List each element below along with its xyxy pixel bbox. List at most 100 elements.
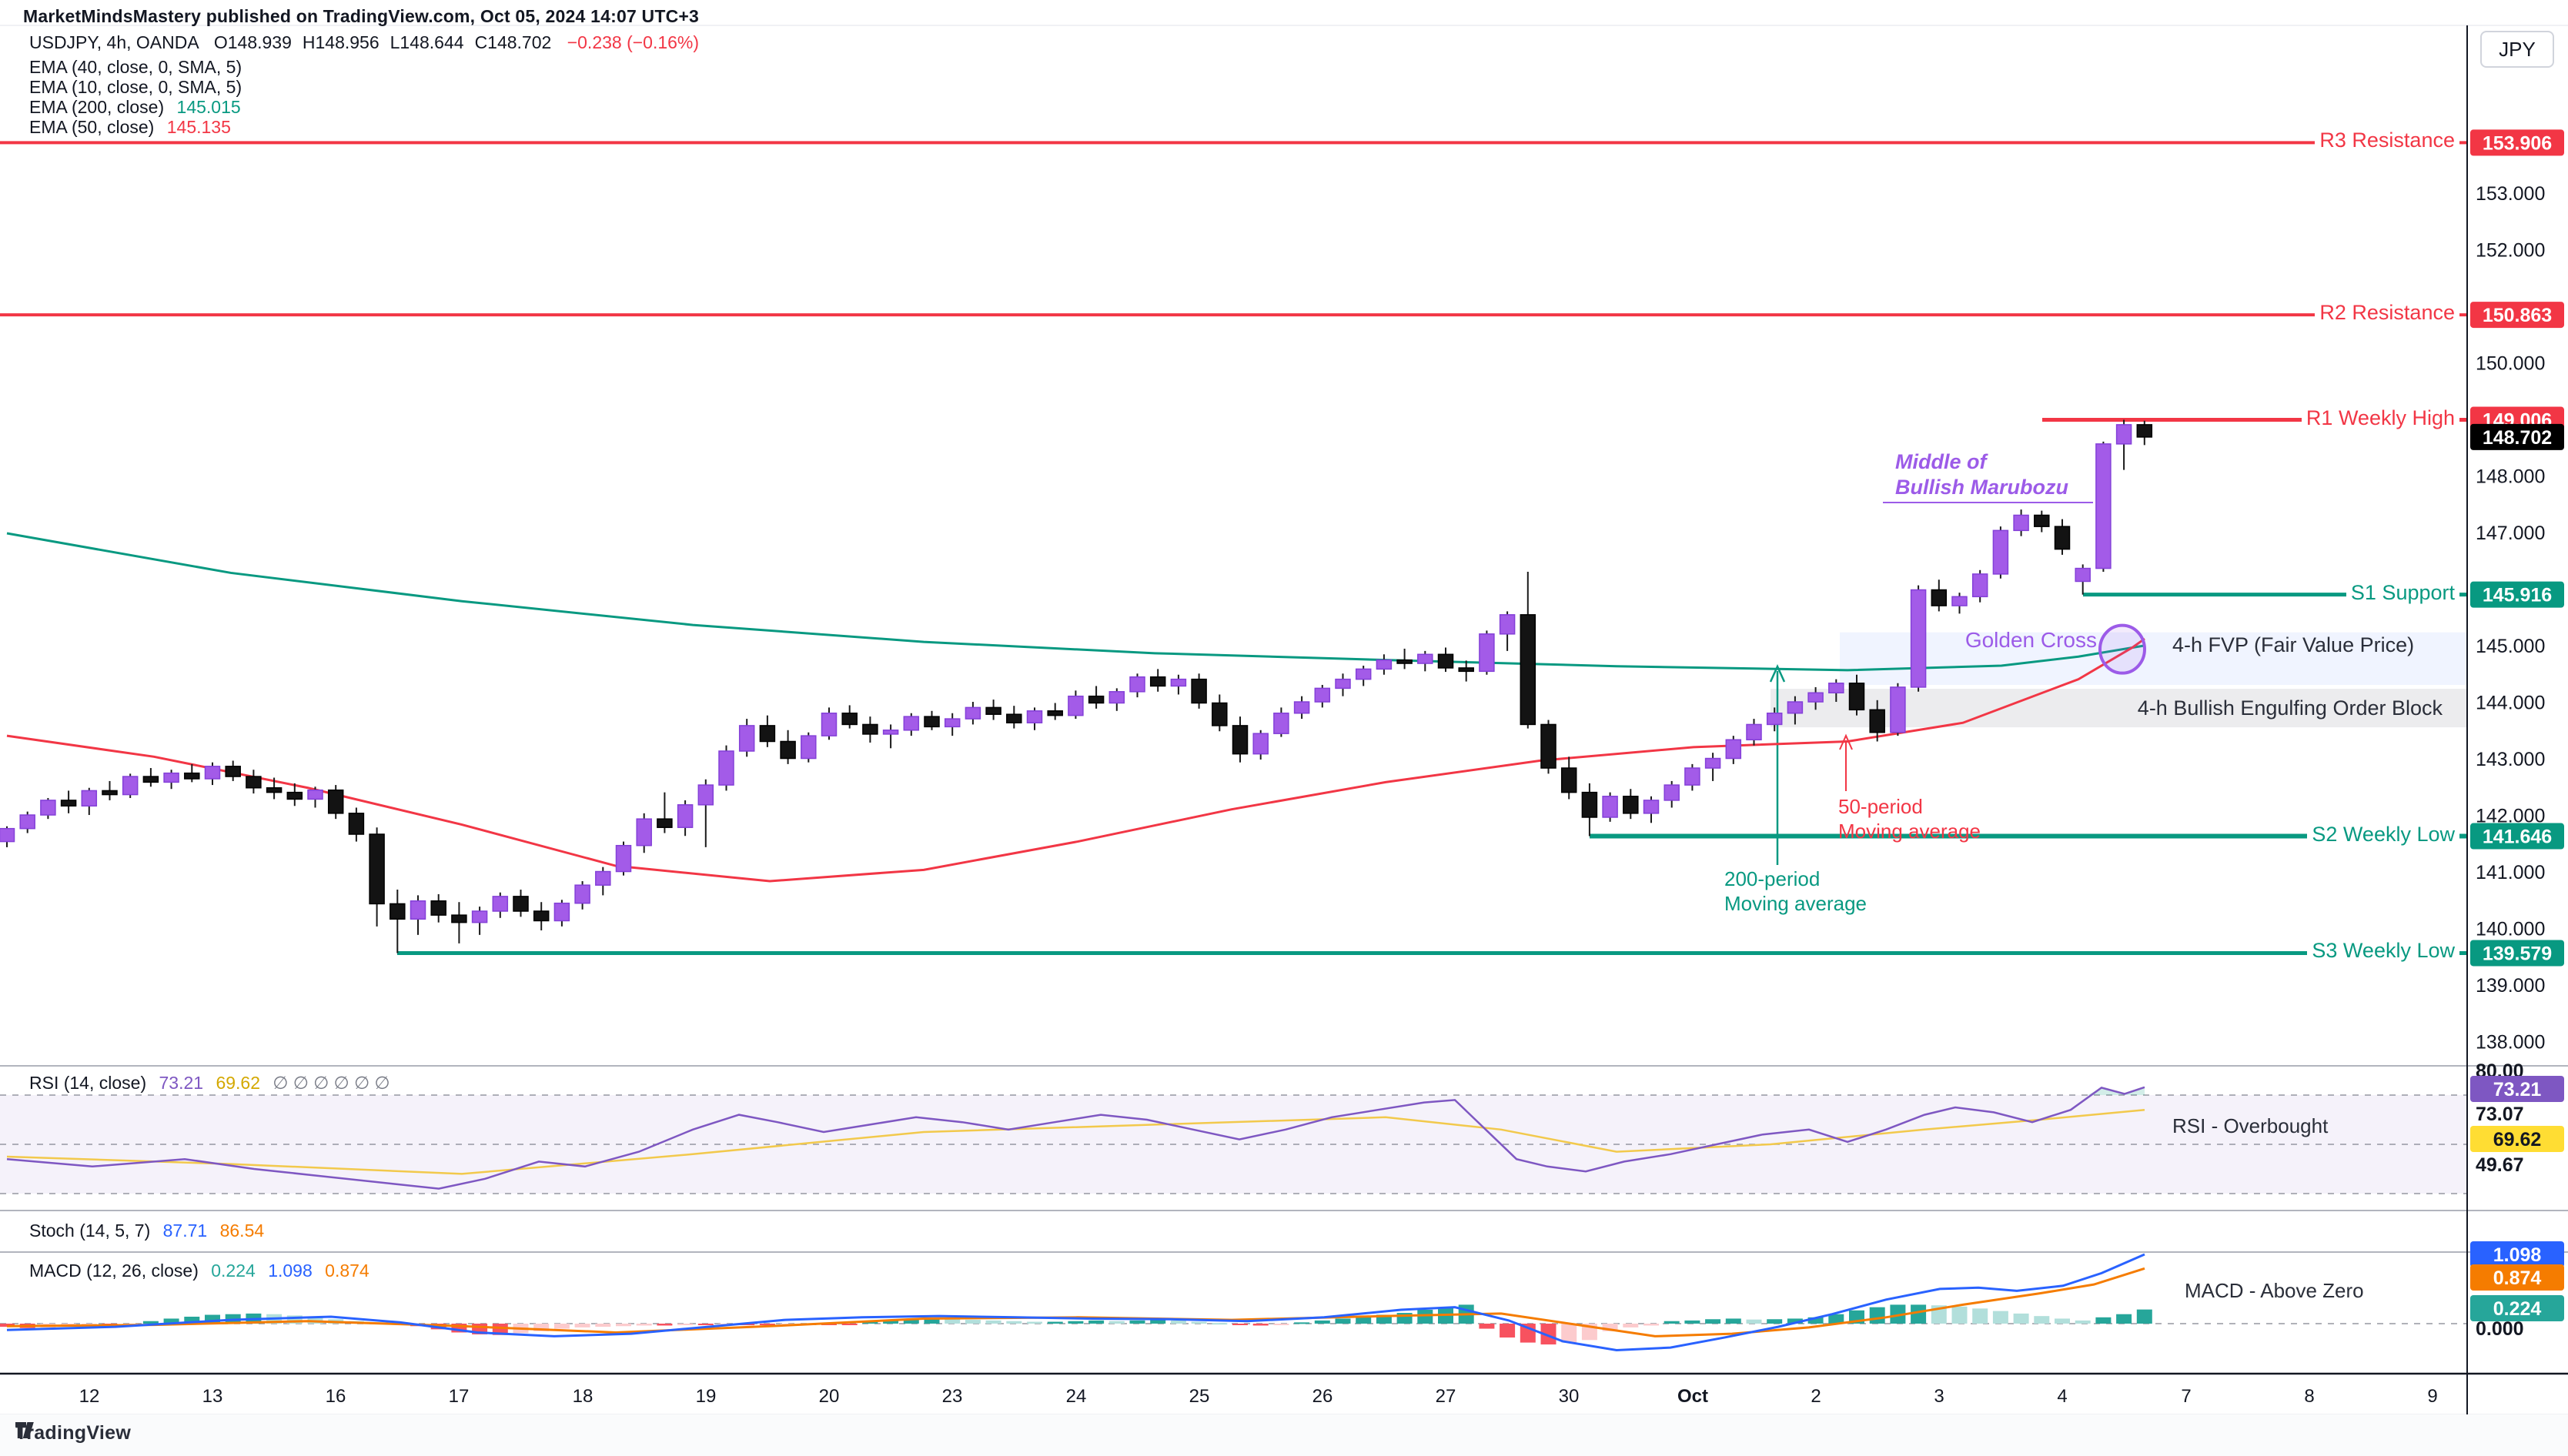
time-tick[interactable]: 4 [2057, 1386, 2067, 1407]
rsi-line[interactable] [6, 1086, 2145, 1190]
time-tick[interactable]: Oct [1677, 1386, 1708, 1407]
indicator-legend-ema10[interactable]: EMA (10, close, 0, SMA, 5) [29, 77, 242, 97]
macd-note[interactable]: MACD - Above Zero [2185, 1279, 2364, 1302]
macd-histogram-bar [1047, 1321, 1063, 1324]
time-tick[interactable]: 3 [1934, 1386, 1944, 1407]
ema50-value: 145.135 [166, 117, 231, 137]
ma200-annotation[interactable]: 200-period Moving average [1724, 867, 1867, 915]
macd-histogram-bar [1787, 1318, 1803, 1324]
time-tick[interactable]: 25 [1189, 1386, 1210, 1407]
stoch-legend[interactable]: Stoch (14, 5, 7) 87.71 86.54 [29, 1221, 265, 1241]
candlestick [1848, 683, 1865, 711]
candlestick [1437, 653, 1454, 669]
macd-signal-line[interactable] [6, 1267, 2145, 1337]
ema200-value: 145.015 [176, 97, 241, 117]
time-tick[interactable]: 27 [1436, 1386, 1456, 1407]
macd-axis-label-bg [2470, 1241, 2564, 1267]
candlestick [1149, 676, 1166, 687]
macd-histogram-bar [2034, 1316, 2050, 1324]
candlestick [513, 896, 529, 912]
candlestick [492, 896, 509, 912]
macd-histogram-bar [636, 1324, 652, 1326]
order-block-zone[interactable] [1771, 689, 2467, 728]
time-tick[interactable]: 23 [942, 1386, 963, 1407]
ma50-annotation[interactable]: 50-period Moving average [1838, 795, 1981, 843]
candlestick [1170, 678, 1187, 687]
time-tick[interactable]: 8 [2304, 1386, 2314, 1407]
rsi-note[interactable]: RSI - Overbought [2172, 1114, 2329, 1137]
level-badge-bg [2470, 940, 2564, 967]
candlestick [1890, 686, 1906, 733]
time-tick[interactable]: 19 [696, 1386, 717, 1407]
time-tick[interactable]: 24 [1066, 1386, 1087, 1407]
candlestick [780, 740, 796, 760]
candlestick [738, 725, 755, 752]
candlestick [225, 766, 241, 777]
time-tick[interactable]: 30 [1559, 1386, 1580, 1407]
symbol-title: USDJPY, 4h, OANDA [29, 32, 199, 52]
time-tick[interactable]: 2 [1811, 1386, 1821, 1407]
time-tick[interactable]: 13 [202, 1386, 223, 1407]
macd-legend[interactable]: MACD (12, 26, close) 0.224 1.098 0.874 [29, 1261, 369, 1281]
price-tick: 139.000 [2476, 975, 2545, 997]
macd-line[interactable] [6, 1253, 2145, 1351]
macd-histogram-bar [1807, 1317, 1824, 1324]
marubozu-annotation[interactable]: Middle of Bullish Marubozu [1895, 450, 2068, 499]
candlestick [2034, 514, 2050, 527]
macd-histogram-bar [1108, 1321, 1125, 1324]
macd-histogram-bar [1992, 1311, 2008, 1324]
rsi-ma-line[interactable] [6, 1108, 2145, 1175]
indicator-legend-ema50[interactable]: EMA (50, close) 145.135 [29, 117, 231, 137]
time-tick[interactable]: 9 [2427, 1386, 2437, 1407]
ema200-line[interactable] [6, 532, 2145, 672]
candlestick [1108, 691, 1125, 704]
candlestick [636, 818, 652, 847]
time-tick[interactable]: 12 [79, 1386, 100, 1407]
time-tick[interactable]: 18 [573, 1386, 594, 1407]
tradingview-logo[interactable]: TradingView [15, 1422, 132, 1444]
time-tick[interactable]: 26 [1312, 1386, 1333, 1407]
rsi-axis-label: 69.62 [2493, 1129, 2542, 1150]
time-tick[interactable]: 7 [2181, 1386, 2191, 1407]
macd-histogram-bar [985, 1320, 1001, 1324]
macd-histogram-bar [1356, 1316, 1372, 1324]
candlestick [1664, 784, 1680, 801]
candlestick [718, 750, 734, 786]
time-tick[interactable]: 16 [326, 1386, 346, 1407]
candlestick [903, 716, 920, 731]
order-block-annotation[interactable]: 4-h Bullish Engulfing Order Block [2137, 696, 2443, 720]
candlestick [553, 902, 570, 922]
candlestick [81, 790, 98, 807]
time-tick[interactable]: 17 [449, 1386, 470, 1407]
candlestick [1602, 796, 1618, 818]
rsi-axis-label: 73.21 [2493, 1079, 2542, 1100]
ohlc-values: O148.939 H148.956 L148.644 C148.702 [213, 32, 552, 52]
price-tick: 147.000 [2476, 523, 2545, 544]
macd-histogram-bar [1150, 1320, 1166, 1324]
macd-histogram-bar [1417, 1309, 1433, 1324]
candlestick [801, 735, 817, 760]
fvp-annotation[interactable]: 4-h FVP (Fair Value Price) [2172, 633, 2415, 656]
symbol-legend[interactable]: USDJPY, 4h, OANDA O148.939 H148.956 L148.6… [29, 32, 699, 53]
candlestick [1355, 668, 1372, 680]
golden-cross-annotation[interactable]: Golden Cross [1964, 628, 2097, 652]
candlestick [1252, 733, 1269, 755]
candlestick [1828, 683, 1844, 694]
candlestick [142, 776, 159, 783]
candlestick [1540, 723, 1557, 769]
time-tick[interactable]: 20 [819, 1386, 840, 1407]
macd-histogram-bar [1540, 1324, 1557, 1345]
fvp-zone[interactable] [1840, 632, 2467, 685]
macd-histogram-bar [1561, 1324, 1577, 1343]
price-tick: 145.000 [2476, 636, 2545, 657]
golden-cross-circle[interactable] [2098, 623, 2146, 675]
candlestick [2115, 424, 2132, 445]
indicator-legend-ema200[interactable]: EMA (200, close) 145.015 [29, 97, 241, 117]
candlestick [944, 718, 961, 728]
macd-histogram-bar [553, 1324, 570, 1329]
indicator-legend-ema40[interactable]: EMA (40, close, 0, SMA, 5) [29, 57, 242, 77]
currency-button[interactable]: JPY [2480, 31, 2554, 68]
rsi-legend[interactable]: RSI (14, close) 73.21 69.62 ∅ ∅ ∅ ∅ ∅ ∅ [29, 1073, 390, 1093]
ema50-line[interactable] [6, 637, 2145, 883]
